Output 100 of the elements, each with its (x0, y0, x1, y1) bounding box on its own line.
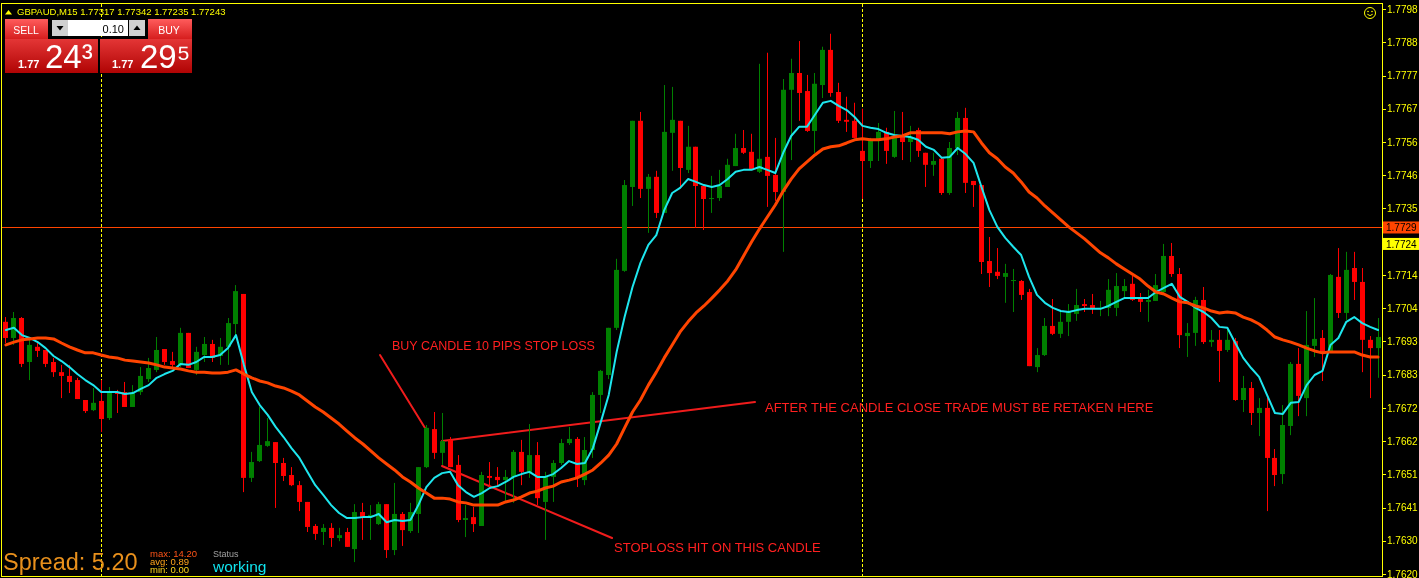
candlestick (99, 379, 104, 433)
y-tick-label: 1.7714 (1387, 269, 1419, 281)
annotation: 1.77 (112, 57, 134, 70)
candlestick (519, 439, 524, 486)
candlestick (130, 384, 135, 408)
candlestick (931, 152, 936, 177)
y-tick-label: 1.7788 (1387, 36, 1419, 48)
y-tick-label: 1.7672 (1387, 402, 1419, 414)
candlestick (321, 523, 326, 546)
y-tick-label: 1.7693 (1387, 336, 1419, 348)
candlestick (51, 357, 56, 378)
y-tick-label: 1.7630 (1387, 535, 1419, 547)
candlestick (1011, 268, 1016, 313)
candlestick (1241, 375, 1246, 413)
candlestick (789, 58, 794, 161)
candlestick (1272, 448, 1277, 487)
candlestick (3, 316, 8, 344)
candlestick (1225, 329, 1230, 353)
candlestick (463, 504, 468, 538)
candlestick (487, 461, 492, 489)
candlestick (892, 110, 897, 159)
annotation: BUY CANDLE 10 PIPS STOP LOSS (392, 339, 595, 353)
candlestick (852, 102, 857, 139)
candlestick (471, 506, 476, 533)
candlestick (923, 152, 928, 188)
annotation: 1.77 (18, 57, 40, 70)
candlestick (297, 480, 302, 512)
candlestick (717, 169, 722, 202)
candlestick (1050, 298, 1055, 336)
candlestick (289, 466, 294, 487)
candlestick (1257, 397, 1262, 437)
candlestick (686, 125, 691, 174)
candlestick (1368, 335, 1373, 399)
candlestick (329, 522, 334, 548)
y-tick-label: 1.7798 (1387, 3, 1419, 15)
candlestick (1122, 278, 1127, 299)
candlestick (797, 40, 802, 122)
ref-line-label: 1.7729 (1386, 222, 1418, 234)
y-tick-label: 1.7651 (1387, 468, 1419, 480)
candlestick (733, 133, 738, 167)
candlestick (281, 457, 286, 482)
candlestick (567, 426, 572, 446)
candlestick (1058, 309, 1063, 339)
candlestick (67, 364, 72, 394)
annotation: working (212, 558, 267, 575)
candlestick (709, 175, 714, 214)
annotation: 24³ (45, 38, 93, 75)
candlestick (146, 357, 151, 383)
annotation: AFTER THE CANDLE CLOSE TRADE MUST BE RETAKEN HERE (765, 400, 1154, 415)
y-tick-label: 1.7704 (1387, 302, 1419, 314)
annotation: avg: 0.89 (150, 556, 190, 567)
annotation: Spread: 5.20 (3, 549, 138, 575)
annotation: Status (213, 549, 240, 559)
candlestick (265, 417, 270, 448)
candlestick (27, 337, 32, 381)
annotation: SELL (13, 24, 39, 36)
candlestick (559, 438, 564, 466)
candlestick (1169, 242, 1174, 278)
candlestick (1019, 279, 1024, 301)
candlestick (91, 387, 96, 412)
y-tick-label: 1.7641 (1387, 502, 1419, 514)
candlestick (273, 441, 278, 509)
candlestick (860, 108, 865, 200)
candlestick (249, 451, 254, 483)
candlestick (1352, 251, 1357, 301)
candlestick (670, 86, 675, 172)
candlestick (440, 412, 445, 466)
candlestick (527, 423, 532, 479)
candlestick (202, 336, 207, 363)
candlestick (59, 364, 64, 399)
candlestick (1035, 347, 1040, 373)
candlestick (1376, 317, 1381, 379)
candlestick (701, 185, 706, 231)
y-tick-label: 1.7767 (1387, 103, 1419, 115)
annotation: BUY (158, 24, 180, 36)
y-tick-label: 1.7620 (1387, 568, 1419, 578)
candlestick (1114, 272, 1119, 317)
candlestick (1146, 289, 1151, 323)
candlestick (1185, 322, 1190, 358)
y-tick-label: 1.7735 (1387, 203, 1419, 215)
y-tick-label: 1.7683 (1387, 369, 1419, 381)
candlestick (741, 129, 746, 155)
candlestick (1312, 297, 1317, 358)
candlestick (995, 247, 1000, 280)
candlestick (1217, 329, 1222, 383)
y-tick-label: 1.7756 (1387, 136, 1419, 148)
candlestick (773, 137, 778, 202)
candlestick (345, 527, 350, 548)
annotation: max: 14.20 (150, 548, 197, 559)
y-tick-label: 1.7777 (1387, 70, 1419, 82)
candlestick (844, 96, 849, 133)
candlestick (1066, 303, 1071, 337)
annotation: 29⁵ (140, 38, 191, 75)
candlestick (646, 173, 651, 234)
candlestick (971, 180, 976, 208)
annotation: STOPLOSS HIT ON THIS CANDLE (614, 540, 821, 555)
candlestick (432, 411, 437, 460)
candlestick (987, 236, 992, 288)
candlestick (257, 406, 262, 463)
annotation: 0.10 (102, 22, 124, 35)
